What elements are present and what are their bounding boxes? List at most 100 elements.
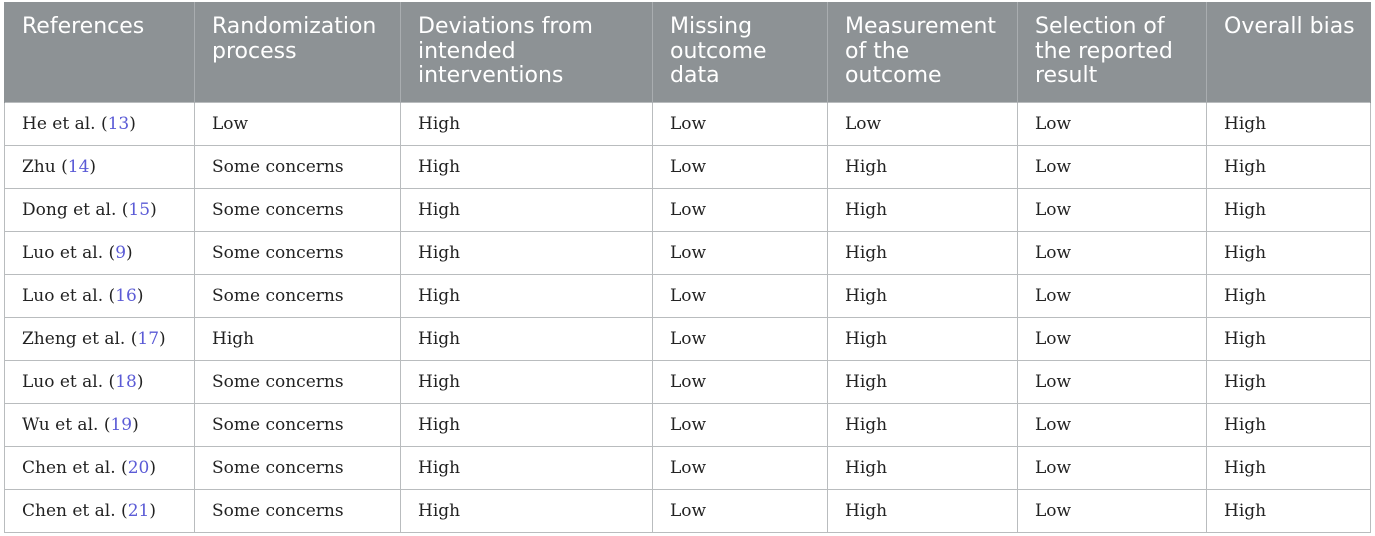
risk-of-bias-table: References Randomization process Deviati… <box>4 2 1371 533</box>
reference-name: Zhu <box>22 156 56 177</box>
randomization-process-cell: Some concerns <box>194 445 401 490</box>
citation-link[interactable]: 13 <box>107 113 130 134</box>
reference-name: Chen et al. <box>22 500 116 521</box>
reference-name: Zheng et al. <box>22 328 126 349</box>
overall-bias-cell: High <box>1206 101 1371 146</box>
missing-outcome-data-cell: Low <box>652 445 828 490</box>
citation-link[interactable]: 16 <box>115 285 137 306</box>
citation-link[interactable]: 15 <box>128 199 151 220</box>
deviations-cell: High <box>400 187 653 232</box>
table-row: Luo et al. (9) Some concerns High Low High Lo… <box>4 230 1371 275</box>
overall-bias-cell: High <box>1206 230 1371 275</box>
citation-link[interactable]: 14 <box>67 156 90 177</box>
missing-outcome-data-cell: Low <box>652 273 828 318</box>
table-header: References Randomization process Deviati… <box>4 2 1371 102</box>
missing-outcome-data-cell: Low <box>652 230 828 275</box>
selection-reported-result-cell: Low <box>1017 488 1207 533</box>
deviations-cell: High <box>400 488 653 533</box>
measurement-of-outcome-cell: High <box>827 402 1018 447</box>
deviations-cell: High <box>400 402 653 447</box>
reference-cell: Zhu (14) <box>4 144 195 189</box>
deviations-cell: High <box>400 359 653 404</box>
selection-reported-result-cell: Low <box>1017 101 1207 146</box>
overall-bias-cell: High <box>1206 273 1371 318</box>
header-references: References <box>4 2 195 102</box>
citation-link[interactable]: 20 <box>127 457 150 478</box>
measurement-of-outcome-cell: High <box>827 144 1018 189</box>
citation-link[interactable]: 21 <box>127 500 150 521</box>
table-row: Luo et al. (16) Some concerns High Low High L… <box>4 273 1371 318</box>
citation-link[interactable]: 18 <box>115 371 137 392</box>
missing-outcome-data-cell: Low <box>652 359 828 404</box>
table-row: Zheng et al. (17) High High Low High Low High <box>4 316 1371 361</box>
overall-bias-cell: High <box>1206 402 1371 447</box>
header-row: References Randomization process Deviati… <box>4 2 1371 102</box>
deviations-cell: High <box>400 445 653 490</box>
selection-reported-result-cell: Low <box>1017 359 1207 404</box>
reference-cell: Chen et al. (20) <box>4 445 195 490</box>
reference-cell: Luo et al. (18) <box>4 359 195 404</box>
selection-reported-result-cell: Low <box>1017 144 1207 189</box>
reference-name: Luo et al. <box>22 371 104 392</box>
reference-cell: Luo et al. (16) <box>4 273 195 318</box>
overall-bias-cell: High <box>1206 359 1371 404</box>
selection-reported-result-cell: Low <box>1017 230 1207 275</box>
measurement-of-outcome-cell: High <box>827 488 1018 533</box>
missing-outcome-data-cell: Low <box>652 402 828 447</box>
reference-cell: Luo et al. (9) <box>4 230 195 275</box>
selection-reported-result-cell: Low <box>1017 273 1207 318</box>
table-row: Dong et al. (15) Some concerns High Low High… <box>4 187 1371 232</box>
randomization-process-cell: Some concerns <box>194 230 401 275</box>
missing-outcome-data-cell: Low <box>652 187 828 232</box>
deviations-cell: High <box>400 144 653 189</box>
randomization-process-cell: Some concerns <box>194 273 401 318</box>
randomization-process-cell: Some concerns <box>194 488 401 533</box>
randomization-process-cell: Some concerns <box>194 144 401 189</box>
table-row: Zhu (14) Some concerns High Low High Low High <box>4 144 1371 189</box>
table-row: Luo et al. (18) Some concerns High Low High L… <box>4 359 1371 404</box>
overall-bias-cell: High <box>1206 187 1371 232</box>
measurement-of-outcome-cell: High <box>827 445 1018 490</box>
reference-cell: Wu et al. (19) <box>4 402 195 447</box>
measurement-of-outcome-cell: Low <box>827 101 1018 146</box>
reference-name: Dong et al. <box>22 199 117 220</box>
reference-cell: He et al. (13) <box>4 101 195 146</box>
overall-bias-cell: High <box>1206 144 1371 189</box>
header-measurement-of-outcome: Measurement of the outcome <box>827 2 1018 102</box>
deviations-cell: High <box>400 230 653 275</box>
overall-bias-cell: High <box>1206 316 1371 361</box>
reference-cell: Dong et al. (15) <box>4 187 195 232</box>
randomization-process-cell: Some concerns <box>194 359 401 404</box>
randomization-process-cell: Low <box>194 101 401 146</box>
selection-reported-result-cell: Low <box>1017 445 1207 490</box>
header-missing-outcome-data: Missing outcome data <box>652 2 828 102</box>
measurement-of-outcome-cell: High <box>827 316 1018 361</box>
reference-cell: Zheng et al. (17) <box>4 316 195 361</box>
randomization-process-cell: Some concerns <box>194 187 401 232</box>
header-selection-reported-result: Selection of the reported result <box>1017 2 1207 102</box>
table-body: He et al. (13) Low High Low Low Low High Zhu (1… <box>4 101 1371 533</box>
citation-link[interactable]: 9 <box>115 242 127 263</box>
table-row: He et al. (13) Low High Low Low Low High <box>4 101 1371 146</box>
overall-bias-cell: High <box>1206 488 1371 533</box>
reference-name: Chen et al. <box>22 457 116 478</box>
selection-reported-result-cell: Low <box>1017 402 1207 447</box>
randomization-process-cell: High <box>194 316 401 361</box>
missing-outcome-data-cell: Low <box>652 488 828 533</box>
reference-name: Luo et al. <box>22 285 104 306</box>
deviations-cell: High <box>400 101 653 146</box>
selection-reported-result-cell: Low <box>1017 316 1207 361</box>
reference-name: Luo et al. <box>22 242 104 263</box>
measurement-of-outcome-cell: High <box>827 187 1018 232</box>
overall-bias-cell: High <box>1206 445 1371 490</box>
header-randomization-process: Randomization process <box>194 2 401 102</box>
reference-cell: Chen et al. (21) <box>4 488 195 533</box>
citation-link[interactable]: 17 <box>137 328 160 349</box>
missing-outcome-data-cell: Low <box>652 101 828 146</box>
table-row: Chen et al. (21) Some concerns High Low High… <box>4 488 1371 533</box>
measurement-of-outcome-cell: High <box>827 359 1018 404</box>
citation-link[interactable]: 19 <box>110 414 133 435</box>
reference-name: He et al. <box>22 113 96 134</box>
deviations-cell: High <box>400 273 653 318</box>
table-row: Chen et al. (20) Some concerns High Low High… <box>4 445 1371 490</box>
